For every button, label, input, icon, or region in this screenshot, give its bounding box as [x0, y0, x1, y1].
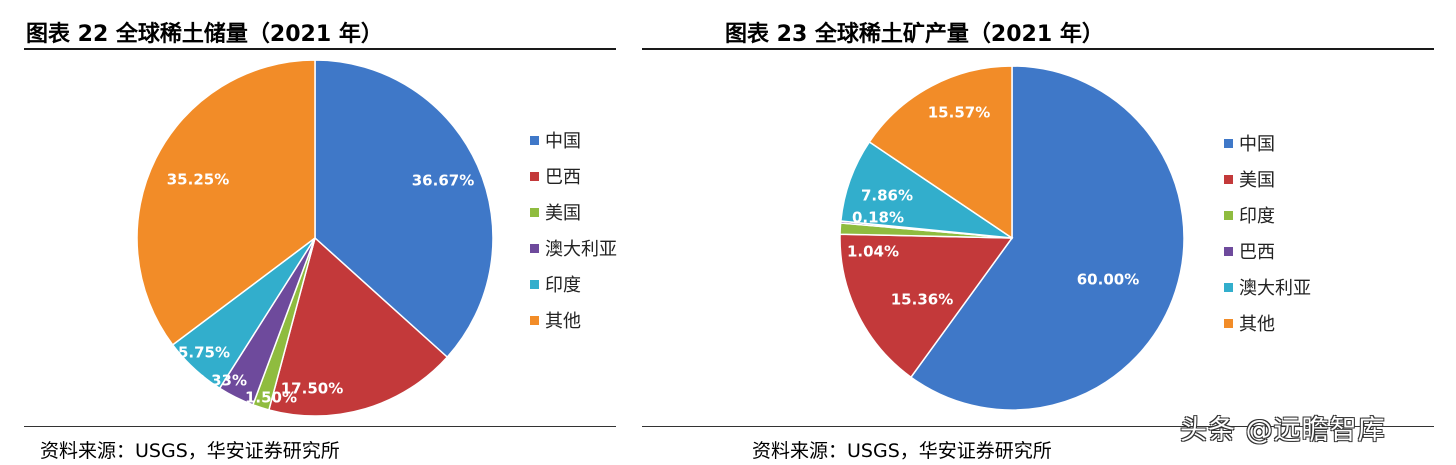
legend-swatch	[530, 135, 539, 145]
chart-title-production: 图表 23 全球稀土矿产量（2021 年）	[725, 22, 1104, 47]
chart-title-reserves: 图表 22 全球稀土储量（2021 年）	[26, 22, 383, 47]
data-label-1: 60.00%	[1077, 271, 1139, 289]
pie-chart-reserves: 36.67% 17.50%1.50%3.33% 5.75% 35.25%	[136, 59, 494, 417]
legend-swatch	[530, 279, 539, 289]
pie-slice-6	[868, 65, 1013, 240]
pie-slice-1	[909, 65, 1185, 411]
data-label-6: 35.25%	[167, 171, 229, 189]
data-label-4: 0.18%	[852, 209, 904, 227]
source-note-left: 资料来源：USGS，华安证券研究所	[40, 440, 340, 462]
title-rule-right	[642, 48, 1434, 50]
legend-label: 澳大利亚	[545, 239, 617, 260]
legend-label: 澳大利亚	[1239, 278, 1311, 299]
legend-label: 美国	[545, 203, 581, 224]
data-label-5: 7.86%	[861, 187, 913, 205]
legend-label: 中国	[545, 131, 581, 152]
legend-swatch	[1224, 138, 1233, 148]
legend-swatch	[1224, 246, 1233, 256]
data-label-3: 1.04%	[847, 243, 899, 261]
source-rule-right	[642, 426, 1434, 427]
legend-swatch	[1224, 318, 1233, 328]
legend-item-4: 澳大利亚	[530, 230, 617, 266]
data-label-2: 17.50%	[281, 380, 343, 398]
legend-label: 其他	[545, 311, 581, 332]
legend-label: 中国	[1239, 134, 1275, 155]
title-rule-left	[24, 48, 616, 50]
legend-item-3: 美国	[530, 194, 617, 230]
legend-production: 中国美国印度巴西澳大利亚其他	[1224, 125, 1311, 341]
legend-item-1: 中国	[530, 122, 617, 158]
pie-slice-1	[314, 59, 494, 359]
legend-swatch	[1224, 174, 1233, 184]
legend-swatch	[1224, 210, 1233, 220]
legend-item-3: 印度	[1224, 197, 1311, 233]
data-label-1: 36.67%	[412, 172, 474, 190]
pie-slice-6	[136, 59, 316, 346]
pie-slice-2	[267, 236, 449, 417]
watermark-text: 头条 @远瞻智库	[1180, 415, 1386, 446]
data-label-4: 3.33%	[195, 372, 247, 390]
legend-label: 印度	[1239, 206, 1275, 227]
legend-swatch	[530, 243, 539, 253]
pie-slice-2	[839, 233, 1014, 379]
pie-chart-production: 60.00% 15.36% 1.04% 0.18% 7.86% 15.57%	[839, 65, 1185, 411]
legend-item-1: 中国	[1224, 125, 1311, 161]
data-label-2: 15.36%	[891, 291, 953, 309]
legend-label: 印度	[545, 275, 581, 296]
legend-swatch	[1224, 282, 1233, 292]
legend-item-4: 巴西	[1224, 233, 1311, 269]
legend-item-2: 美国	[1224, 161, 1311, 197]
data-label-3: 1.50%	[245, 389, 297, 407]
data-label-5: 5.75%	[178, 344, 230, 362]
legend-item-6: 其他	[530, 302, 617, 338]
legend-reserves: 中国巴西美国澳大利亚印度其他	[530, 122, 617, 338]
legend-item-6: 其他	[1224, 305, 1311, 341]
legend-item-5: 澳大利亚	[1224, 269, 1311, 305]
legend-label: 巴西	[545, 167, 581, 188]
legend-label: 巴西	[1239, 242, 1275, 263]
legend-label: 美国	[1239, 170, 1275, 191]
source-note-right: 资料来源：USGS，华安证券研究所	[752, 440, 1052, 462]
source-rule-left	[24, 426, 616, 427]
legend-swatch	[530, 171, 539, 181]
legend-item-5: 印度	[530, 266, 617, 302]
data-label-6: 15.57%	[928, 104, 990, 122]
legend-label: 其他	[1239, 314, 1275, 335]
legend-swatch	[530, 207, 539, 217]
legend-item-2: 巴西	[530, 158, 617, 194]
legend-swatch	[530, 315, 539, 325]
